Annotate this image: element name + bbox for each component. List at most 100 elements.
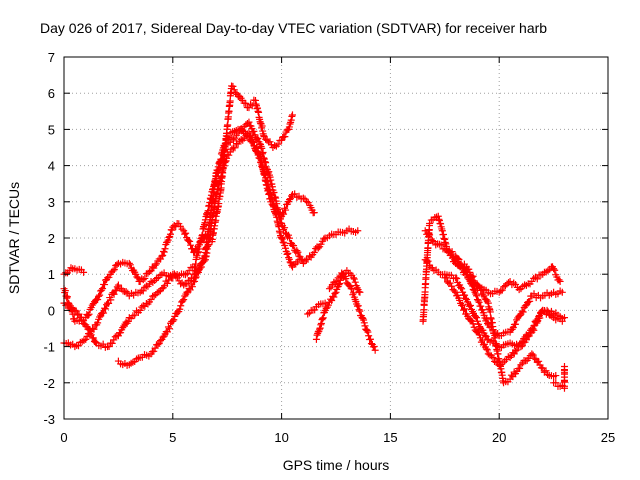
data-point	[483, 346, 491, 354]
data-point	[286, 258, 294, 266]
data-point	[193, 270, 201, 278]
data-point	[354, 227, 362, 235]
data-point	[544, 371, 552, 379]
data-point	[240, 122, 248, 130]
data-point	[463, 270, 471, 278]
data-point	[101, 304, 109, 312]
data-point	[314, 244, 322, 252]
data-point	[516, 311, 524, 319]
data-point	[534, 314, 542, 322]
data-point	[517, 339, 525, 347]
data-point	[85, 310, 93, 318]
data-point	[141, 283, 149, 291]
data-point	[513, 346, 521, 354]
series-track-2	[60, 82, 296, 325]
data-point	[313, 331, 321, 339]
data-point	[160, 248, 168, 256]
series-track-14	[550, 363, 568, 392]
series-track-9	[419, 212, 560, 387]
data-point	[197, 260, 205, 268]
data-point	[543, 306, 551, 314]
data-point	[355, 306, 363, 314]
data-point	[461, 291, 469, 299]
data-point	[473, 292, 481, 300]
y-tick-label: -2	[43, 376, 55, 391]
data-point	[210, 188, 218, 196]
data-point	[231, 144, 239, 152]
data-point	[157, 255, 165, 263]
data-point	[508, 325, 516, 333]
data-point	[75, 342, 83, 350]
y-tick-label: 5	[48, 122, 55, 137]
data-point	[354, 302, 362, 310]
data-point	[180, 281, 188, 289]
data-point	[303, 197, 311, 205]
data-point	[182, 229, 190, 237]
data-point	[139, 276, 147, 284]
data-point	[361, 322, 369, 330]
data-point	[310, 209, 318, 217]
data-point	[538, 309, 546, 317]
data-point	[112, 286, 120, 294]
data-point	[479, 290, 487, 298]
data-point	[371, 346, 379, 354]
data-point	[177, 302, 185, 310]
data-point	[249, 138, 257, 146]
axis-ticks: 0 5 10 15 20 25 -3 -2 -1 0 1 2 3 4 5 6 7	[43, 50, 615, 445]
data-point	[280, 210, 288, 218]
series-track-6	[304, 299, 329, 318]
data-point	[245, 118, 253, 126]
data-point	[560, 363, 568, 371]
data-point	[258, 144, 266, 152]
data-point	[157, 337, 165, 345]
data-point	[126, 261, 134, 269]
series-track-1	[60, 264, 88, 278]
data-point	[191, 274, 199, 282]
data-point	[453, 274, 461, 282]
data-point	[558, 288, 566, 296]
data-point	[217, 150, 225, 158]
data-point	[237, 135, 245, 143]
data-point	[166, 325, 174, 333]
data-point	[342, 275, 350, 283]
data-point	[319, 314, 327, 322]
data-point	[285, 123, 293, 131]
data-point	[287, 116, 295, 124]
data-point	[111, 333, 119, 341]
data-point	[250, 127, 258, 135]
data-point	[88, 301, 96, 309]
data-point	[92, 338, 100, 346]
data-point	[82, 335, 90, 343]
data-point	[61, 287, 69, 295]
data-point	[272, 205, 280, 213]
data-point	[279, 238, 287, 246]
data-point	[350, 289, 358, 297]
data-point	[147, 296, 155, 304]
data-point	[186, 237, 194, 245]
chart-title: Day 026 of 2017, Sidereal Day-to-day VTE…	[40, 20, 547, 36]
data-point	[110, 290, 118, 298]
data-point	[517, 361, 525, 369]
data-point	[455, 261, 463, 269]
data-point	[155, 288, 163, 296]
data-point	[281, 224, 289, 232]
data-point	[531, 354, 539, 362]
data-point	[141, 274, 149, 282]
data-point	[480, 292, 488, 300]
data-point	[461, 305, 469, 313]
data-point	[475, 298, 483, 306]
data-point	[448, 282, 456, 290]
data-point	[266, 138, 274, 146]
data-point	[320, 235, 328, 243]
data-point	[367, 335, 375, 343]
data-point	[497, 287, 505, 295]
data-point	[169, 317, 177, 325]
data-point	[524, 332, 532, 340]
data-point	[529, 351, 537, 359]
data-point	[469, 272, 477, 280]
data-point	[294, 248, 302, 256]
data-point	[278, 234, 286, 242]
data-point	[159, 251, 167, 259]
data-point	[176, 305, 184, 313]
